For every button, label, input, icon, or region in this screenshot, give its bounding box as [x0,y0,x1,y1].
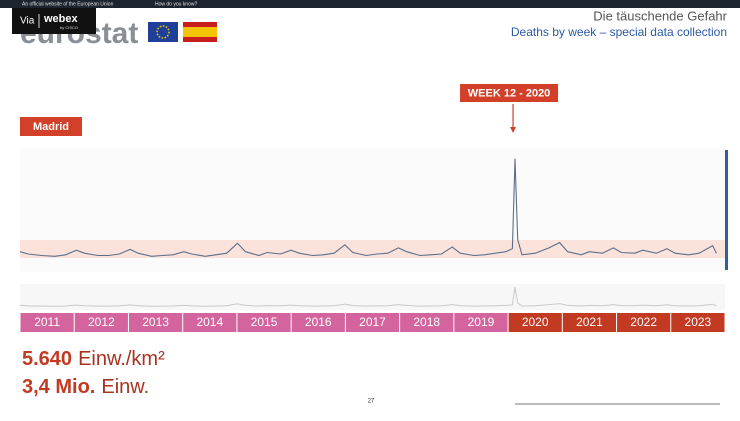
year-label: 2013 [142,315,169,329]
year-label: 2015 [251,315,278,329]
year-label: 2016 [305,315,332,329]
eu-stars [156,25,170,39]
overlay-by: by CISCO [60,25,78,30]
overview-line [19,287,717,307]
banner-text: An official website of the European Unio… [22,1,114,7]
annotation-box [460,84,559,102]
annotation-text: WEEK 12 - 2020 [468,87,551,99]
region-box [20,117,82,136]
year-band [562,313,617,332]
stat-number: 3,4 Mio. [22,376,95,398]
region-label: Madrid [33,121,69,133]
webex-overlay [12,8,96,34]
year-band [508,313,562,332]
data-line [19,158,717,257]
stat-line: 5.640 Einw./km² [22,348,165,370]
year-label: 2012 [88,315,115,329]
year-label: 2023 [685,315,712,329]
year-band [400,313,454,332]
year-band [20,313,74,332]
year-band [183,313,237,332]
year-band [617,313,671,332]
year-band [454,313,508,332]
year-label: 2019 [468,315,495,329]
year-label: 2014 [196,315,223,329]
year-label: 2011 [34,315,60,329]
annotation-arrowhead [510,127,517,133]
stat-number: 5.640 [22,348,72,370]
eu-banner [0,0,740,8]
year-label: 2017 [359,315,386,329]
right-marker [725,150,728,270]
subtitle: Deaths by week – special data collection [511,25,727,39]
stat-unit: Einw. [101,376,149,398]
normal-band [20,240,725,258]
overlay-via: Via [20,16,35,27]
overlay-brand: webex [43,13,79,25]
year-label: 2022 [630,315,657,329]
year-band [74,313,128,332]
title: Die täuschende Gefahr [593,8,727,23]
eu-flag [148,22,178,42]
year-band [291,313,345,332]
year-label: 2021 [576,315,603,329]
year-label: 2020 [522,315,549,329]
year-band [128,313,183,332]
page-number: 27 [368,399,375,405]
year-label: 2018 [413,315,440,329]
stat-line: 3,4 Mio. Einw. [22,376,149,398]
year-band [237,313,291,332]
banner-link[interactable]: How do you know? [155,1,197,7]
stat-unit: Einw./km² [78,348,165,370]
year-band [345,313,400,332]
year-band [671,313,725,332]
es-flag-band [183,27,217,37]
